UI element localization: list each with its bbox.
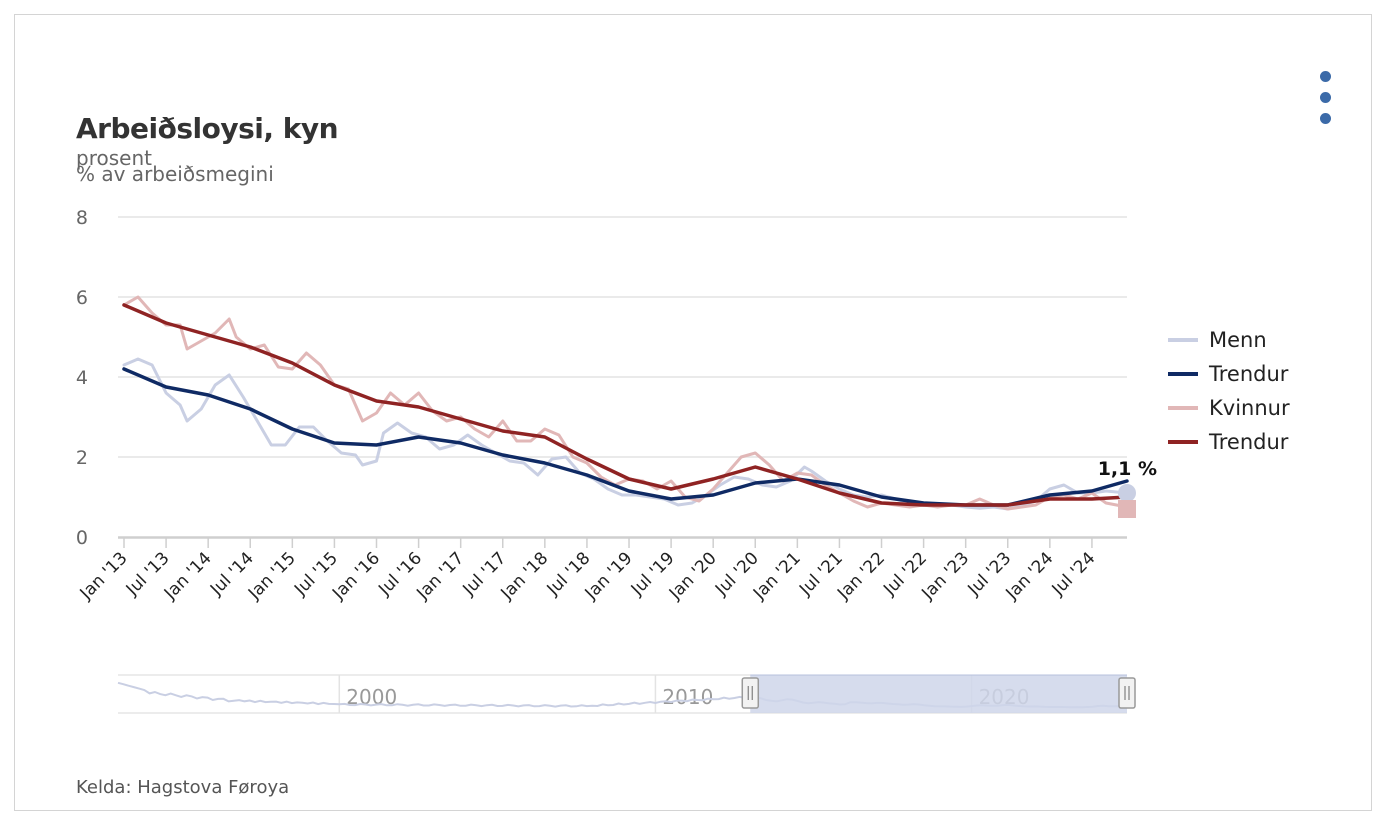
x-tick-label: Jan '20	[665, 548, 721, 604]
grid-lines	[118, 216, 1127, 538]
legend-item-trendur[interactable]: Trendur	[1168, 430, 1289, 454]
legend: Menn Trendur Kvinnur Trendur	[1168, 328, 1290, 454]
series-line-menn[interactable]	[122, 357, 1129, 511]
chart-subtitle-description: % av arbeiðsmegini	[76, 162, 274, 186]
vertical-dots-icon	[1320, 71, 1331, 82]
x-tick-label: Jan '22	[833, 548, 889, 604]
y-tick-label: 2	[76, 447, 88, 469]
x-tick-label: Jan '18	[497, 548, 553, 604]
x-tick-label: Jan '21	[749, 548, 805, 604]
navigator-selection[interactable]	[750, 675, 1127, 713]
x-tick-label: Jan '23	[917, 548, 973, 604]
x-tick-label: Jan '16	[328, 548, 384, 604]
drag-handle-icon[interactable]	[1118, 677, 1136, 709]
y-tick-label: 0	[76, 527, 88, 549]
legend-label: Menn	[1209, 328, 1267, 352]
chart-subtitle-unit: prosent	[76, 146, 152, 170]
x-tick-label: Jan '24	[1002, 548, 1058, 604]
navigator-handle-left[interactable]	[741, 677, 760, 709]
vertical-dots-icon	[1320, 113, 1331, 124]
vertical-dots-icon	[1320, 92, 1331, 103]
y-axis-ticks: 0 2 4 6 8	[76, 207, 88, 549]
x-tick-label: Jan '14	[160, 548, 216, 604]
y-tick-label: 8	[76, 207, 88, 229]
legend-label: Trendur	[1208, 430, 1289, 454]
context-menu-button[interactable]	[1312, 66, 1340, 130]
series-lines	[122, 295, 1129, 511]
navigator-handle-right[interactable]	[1118, 677, 1136, 709]
legend-item-kvinnur[interactable]: Kvinnur	[1168, 396, 1290, 420]
legend-item-menn[interactable]: Menn	[1168, 328, 1267, 352]
legend-label: Kvinnur	[1209, 396, 1290, 420]
end-markers: 1,1 %	[1098, 458, 1157, 518]
navigator-year-label: 2010	[662, 685, 713, 709]
navigator[interactable]: 200020102020	[117, 674, 1136, 714]
legend-label: Trendur	[1208, 362, 1289, 386]
legend-item-trendur[interactable]: Trendur	[1168, 362, 1289, 386]
end-value-label: 1,1 %	[1098, 458, 1157, 480]
end-marker-menn[interactable]	[1118, 484, 1136, 502]
chart-title: Arbeiðsloysi, kyn	[76, 112, 339, 145]
y-tick-label: 6	[76, 287, 88, 309]
series-line-trendur[interactable]	[122, 367, 1129, 507]
end-marker-kvinnur[interactable]	[1118, 500, 1136, 518]
y-tick-label: 4	[76, 367, 88, 389]
x-tick-label: Jan '19	[581, 548, 637, 604]
x-tick-label: Jul '24	[1048, 548, 1100, 600]
series-line-trendur[interactable]	[122, 303, 1129, 507]
x-tick-label: Jan '15	[244, 548, 300, 604]
x-tick-label: Jan '13	[76, 548, 132, 604]
data-source: Kelda: Hagstova Føroya	[76, 777, 290, 798]
x-tick-label: Jan '17	[412, 548, 468, 604]
drag-handle-icon[interactable]	[741, 677, 760, 709]
